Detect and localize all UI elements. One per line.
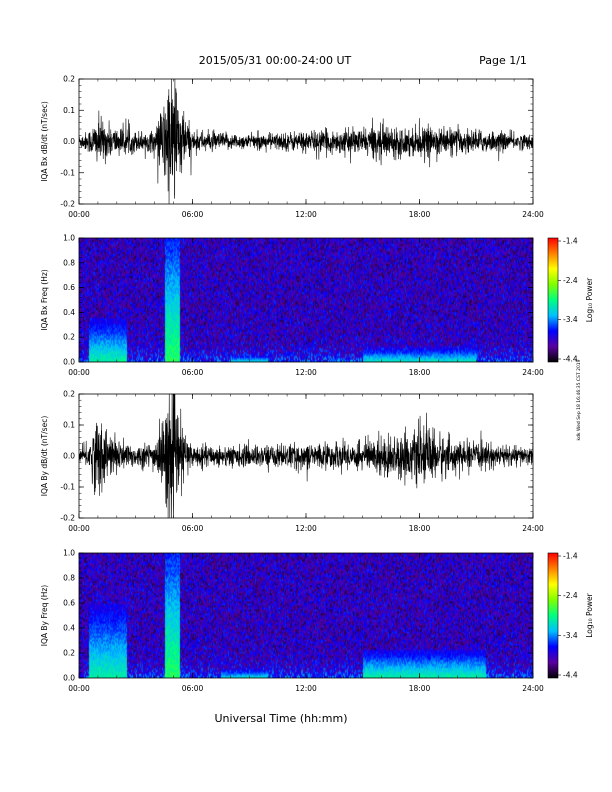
series-line: [79, 79, 533, 204]
y-tick-label: 1.0: [63, 549, 75, 558]
y-tick-label: 0.2: [63, 649, 75, 658]
x-tick-label: 12:00: [295, 684, 317, 693]
y-tick-label: 0.2: [63, 333, 75, 342]
series-line: [79, 394, 533, 518]
y-tick-label: 1.0: [63, 234, 75, 243]
x-tick-label: 06:00: [182, 684, 204, 693]
x-tick-label: 00:00: [68, 684, 90, 693]
colorbar-tick-label: -2.4: [563, 276, 578, 285]
y-tick-label: 0.2: [63, 75, 75, 84]
y-tick-label: -0.2: [60, 200, 75, 209]
y-tick-label: 0.2: [63, 390, 75, 399]
panel-axes-1: 00:00 06:00 12:00 18:00 24:00 0.2 0.1 0.0 -0.1 -0…: [40, 75, 544, 220]
x-tick-label: 00:00: [68, 524, 90, 533]
spectrogram-image: [79, 238, 533, 362]
y-tick-label: 0.4: [63, 308, 75, 317]
y-tick-label: 0.1: [63, 421, 75, 430]
colorbar-tick-label: -2.4: [563, 591, 578, 600]
universal-time-label: Universal Time (hh:mm): [215, 712, 348, 725]
colorbar-tick-label: -3.4: [563, 315, 578, 324]
y-tick-label: 0.4: [63, 624, 75, 633]
colorbar: -1.4 -2.4 -3.4 -4.4 Log₁₀ Power: [547, 237, 594, 364]
y-tick-label: 0.0: [63, 358, 75, 367]
panels-group: 00:00 06:00 12:00 18:00 24:00 0.2 0.1 0.0 -0.1 -0…: [40, 75, 594, 694]
colorbar: -1.4 -2.4 -3.4 -4.4 Log₁₀ Power: [547, 552, 594, 680]
y-axis-label: IQA Bx Freq (Hz): [40, 269, 49, 331]
panel-axes-4: 00:00 06:00 12:00 18:00 24:00 1.0 0.8 0.6 0.4 0.2…: [40, 549, 544, 694]
y-tick-label: 0.0: [63, 452, 75, 461]
y-tick-label: 0.8: [63, 258, 75, 267]
x-tick-label: 12:00: [295, 368, 317, 377]
y-tick-label: 0.0: [63, 137, 75, 146]
report-title: 2015/05/31 00:00-24:00 UT: [199, 54, 352, 67]
x-tick-label: 06:00: [182, 524, 204, 533]
y-tick-label: 0.8: [63, 574, 75, 583]
colorbar-tick-label: -4.4: [563, 355, 578, 364]
x-tick-label: 06:00: [182, 368, 204, 377]
colorbar-tick-label: -3.4: [563, 631, 578, 640]
x-tick-label: 00:00: [68, 368, 90, 377]
panel-axes-2: 00:00 06:00 12:00 18:00 24:00 1.0 0.8 0.6 0.4 0.2…: [40, 234, 544, 378]
page-indicator: Page 1/1: [479, 54, 527, 67]
x-tick-label: 24:00: [522, 684, 544, 693]
colorbar-label: Log₁₀ Power: [585, 592, 594, 637]
x-tick-label: 24:00: [522, 368, 544, 377]
x-tick-label: 18:00: [409, 368, 431, 377]
colorbar-swatch: [547, 237, 559, 363]
colorbar-tick-label: -4.4: [563, 671, 578, 680]
colorbar-tick-label: -1.4: [563, 237, 578, 246]
colorbar-swatch: [547, 552, 559, 679]
y-tick-label: 0.1: [63, 106, 75, 115]
x-tick-label: 24:00: [522, 210, 544, 219]
x-tick-label: 00:00: [68, 210, 90, 219]
y-axis-label: IQA By Freq (Hz): [40, 585, 49, 647]
y-tick-label: 0.6: [63, 599, 75, 608]
panel-axes-3: 00:00 06:00 12:00 18:00 24:00 0.2 0.1 0.0 -0.1 -0…: [40, 390, 544, 534]
y-tick-label: 0.6: [63, 283, 75, 292]
x-tick-label: 06:00: [182, 210, 204, 219]
spectrogram-image: [79, 553, 533, 678]
y-tick-label: 0.0: [63, 674, 75, 683]
y-tick-label: -0.1: [60, 168, 75, 177]
x-tick-label: 18:00: [409, 210, 431, 219]
x-tick-label: 24:00: [522, 524, 544, 533]
x-tick-label: 18:00: [409, 684, 431, 693]
colorbar-tick-label: -1.4: [563, 552, 578, 561]
generation-stamp: kdk Wed Sep 18 16:46:35 CST 2019: [576, 359, 582, 440]
y-tick-label: -0.1: [60, 483, 75, 492]
x-tick-label: 12:00: [295, 524, 317, 533]
y-axis-label: IQA By dB/dt (nT/sec): [40, 416, 49, 497]
x-tick-label: 12:00: [295, 210, 317, 219]
colorbar-label: Log₁₀ Power: [585, 277, 594, 322]
x-tick-label: 18:00: [409, 524, 431, 533]
y-tick-label: -0.2: [60, 514, 75, 523]
y-axis-label: IQA Bx dB/dt (nT/sec): [40, 101, 49, 182]
